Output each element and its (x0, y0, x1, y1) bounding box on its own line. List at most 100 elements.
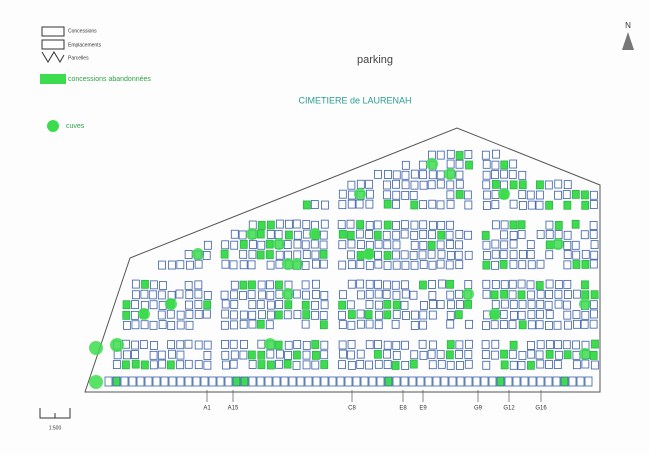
row-label: G16 (535, 406, 547, 412)
grave (490, 350, 499, 360)
grave (563, 279, 572, 289)
grave (499, 250, 508, 260)
cuve (426, 158, 438, 170)
grave (185, 320, 194, 330)
grave (352, 376, 361, 387)
grave (401, 340, 409, 350)
grave (437, 230, 446, 240)
grave (337, 310, 346, 320)
grave (365, 221, 374, 230)
grave (176, 376, 185, 387)
grave (239, 291, 247, 300)
grave (508, 279, 517, 289)
grave (428, 199, 437, 209)
grave (128, 376, 137, 387)
grave (527, 341, 535, 350)
grave (285, 219, 293, 229)
grave (311, 310, 319, 320)
grave (265, 320, 274, 330)
grave (230, 229, 239, 239)
cuve (363, 248, 375, 260)
grave (338, 200, 347, 210)
grave (401, 170, 410, 180)
grave (427, 349, 436, 359)
scale-label: 1:500 (49, 425, 62, 431)
grave (510, 310, 518, 320)
grave (140, 320, 149, 330)
grave (275, 250, 284, 260)
cuve (309, 228, 321, 240)
cuve (291, 258, 303, 270)
grave (589, 300, 598, 310)
grave (456, 300, 464, 309)
grave (356, 319, 365, 329)
grave (194, 289, 203, 299)
grave (365, 319, 374, 329)
grave (355, 199, 364, 209)
grave (590, 290, 599, 300)
grave (347, 199, 356, 209)
grave (347, 361, 356, 370)
grave (383, 251, 392, 260)
grave (536, 289, 545, 299)
grave (257, 240, 266, 250)
grave (338, 189, 347, 199)
grave (220, 249, 229, 259)
grave (568, 376, 577, 387)
grave (192, 376, 201, 387)
grave (410, 200, 419, 210)
grave (265, 239, 274, 249)
grave (185, 290, 194, 300)
grave (508, 170, 517, 179)
grave (518, 300, 527, 309)
grave (581, 200, 590, 210)
grave (464, 376, 473, 387)
cuve (498, 188, 510, 200)
grave (256, 250, 265, 260)
grave (224, 376, 233, 387)
grave (339, 349, 347, 359)
grave (275, 300, 284, 309)
grave (581, 310, 590, 320)
grave (302, 340, 311, 350)
grave (347, 320, 356, 330)
grave (266, 349, 275, 359)
grave (355, 229, 364, 239)
grave (229, 339, 238, 349)
cuve (192, 248, 204, 260)
grave (563, 200, 572, 210)
grave (545, 290, 554, 299)
grave (455, 151, 464, 160)
grave (436, 300, 445, 309)
grave (455, 340, 464, 350)
grave (482, 159, 491, 169)
scale-bar (39, 408, 71, 419)
cuve (444, 168, 456, 180)
grave (280, 376, 289, 387)
grave (392, 220, 400, 230)
grave (347, 250, 355, 260)
cemetery-outline (84, 127, 601, 393)
grave (319, 249, 328, 259)
grave (400, 376, 409, 387)
grave (383, 310, 392, 320)
grave (247, 290, 256, 299)
grave (554, 190, 562, 200)
grave (131, 340, 139, 350)
grave (288, 376, 297, 387)
grave (131, 279, 140, 289)
grave (144, 376, 153, 387)
grave (184, 339, 193, 349)
grave (446, 190, 455, 200)
grave (184, 280, 193, 290)
grave (419, 260, 428, 269)
grave (392, 350, 401, 360)
grave (374, 340, 382, 349)
grave (584, 376, 593, 387)
grave (481, 231, 490, 240)
cuve (89, 341, 103, 355)
grave (509, 360, 518, 370)
grave (176, 320, 185, 330)
grave (562, 340, 571, 350)
north-label: N (625, 21, 631, 30)
